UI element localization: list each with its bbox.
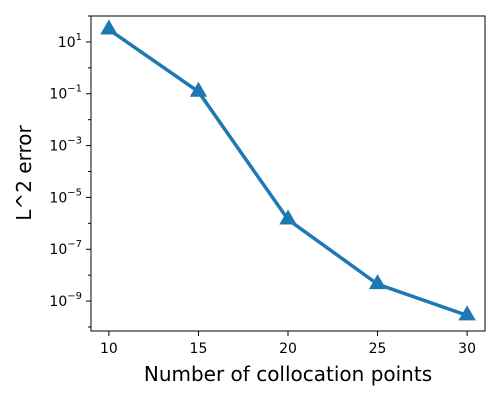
y-tick-label: 101 [58, 32, 82, 51]
y-tick-label: 10−5 [49, 187, 82, 206]
y-tick-base: 10 [49, 190, 67, 206]
y-tick-label: 10−9 [49, 291, 82, 310]
y-tick-label: 10−1 [49, 84, 82, 103]
plot-frame [90, 15, 486, 332]
y-tick-base: 10 [49, 242, 67, 258]
y-tick-base: 10 [49, 87, 67, 103]
y-axis-label: L^2 error [12, 125, 36, 221]
data-point-marker [189, 81, 208, 97]
series-line [107, 27, 469, 318]
x-tick-label: 10 [100, 341, 118, 357]
x-tick-label: 15 [190, 341, 208, 357]
y-tick-base: 10 [49, 139, 67, 155]
y-tick-exponent: −3 [67, 136, 82, 147]
y-tick-exponent: 1 [76, 32, 82, 43]
x-tick-label: 25 [369, 341, 387, 357]
data-point-marker [279, 209, 297, 225]
x-axis-label: Number of collocation points [144, 362, 432, 386]
data-point-marker [100, 19, 118, 35]
y-tick-base: 10 [58, 35, 76, 51]
y-tick-label: 10−3 [49, 136, 82, 155]
x-tick-label: 30 [458, 341, 476, 357]
data-point-marker [458, 305, 476, 321]
y-tick-exponent: −7 [67, 239, 82, 250]
y-tick-base: 10 [49, 294, 67, 310]
data-point-marker [368, 274, 387, 290]
x-tick-label: 20 [279, 341, 297, 357]
series-layer [100, 19, 476, 321]
y-tick-exponent: −5 [67, 187, 82, 198]
y-tick-exponent: −9 [67, 291, 82, 302]
y-tick-label: 10−7 [49, 239, 82, 258]
y-tick-exponent: −1 [67, 84, 82, 95]
